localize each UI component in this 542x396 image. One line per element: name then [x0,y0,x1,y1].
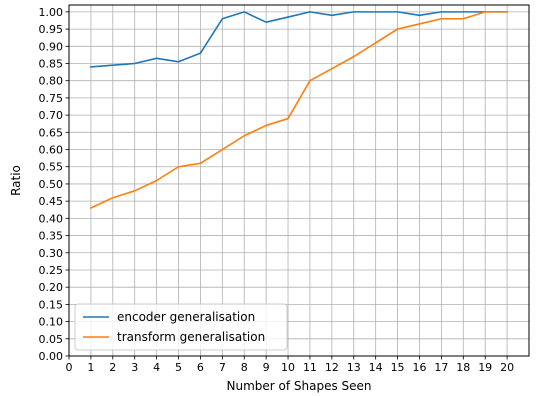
y-tick-label: 0.85 [39,58,64,71]
y-tick-label: 0.65 [39,126,64,139]
x-tick-label: 14 [369,361,383,374]
series-line-0 [90,11,508,68]
x-tick-label: 5 [175,361,182,374]
x-tick-label: 18 [456,361,470,374]
y-tick-label: 0.70 [39,109,64,122]
series-lines [89,11,508,210]
x-tick-label: 19 [478,361,492,374]
x-tick-label: 7 [219,361,226,374]
x-tick-label: 11 [303,361,317,374]
y-tick-label: 0.45 [39,195,64,208]
y-tick-label: 0.75 [39,92,64,105]
x-tick-label: 2 [109,361,116,374]
y-tick-label: 0.25 [39,264,64,277]
y-tick-label: 0.20 [39,281,64,294]
axis-ticks: 0 1 2 3 4 5 6 7 8 9 10 11 12 13 14 15 16 17 18 19 200.000.05… [39,6,515,374]
y-tick-label: 0.00 [39,350,64,363]
x-tick-label: 8 [241,361,248,374]
y-tick-label: 0.05 [39,333,64,346]
grid-lines [68,5,529,357]
x-tick-label: 16 [412,361,426,374]
y-tick-label: 0.30 [39,247,64,260]
y-tick-label: 0.10 [39,316,64,329]
legend-label-encoder: encoder generalisation [117,310,255,324]
x-tick-label: 12 [325,361,339,374]
x-tick-label: 6 [197,361,204,374]
y-tick-label: 0.95 [39,23,64,36]
x-tick-label: 17 [434,361,448,374]
legend-label-transform: transform generalisation [117,330,265,344]
y-tick-label: 0.80 [39,75,64,88]
x-tick-label: 9 [263,361,270,374]
x-tick-label: 4 [153,361,160,374]
y-tick-label: 0.35 [39,230,64,243]
x-tick-label: 20 [500,361,514,374]
y-tick-label: 0.15 [39,298,64,311]
legend: encoder generalisation transform general… [74,303,288,351]
x-tick-label: 1 [87,361,94,374]
y-tick-label: 0.90 [39,40,64,53]
plot-frame [68,4,530,357]
x-tick-label: 10 [281,361,295,374]
x-tick-label: 0 [66,361,73,374]
y-tick-label: 0.50 [39,178,64,191]
y-axis-title: Ratio [9,165,23,196]
x-tick-label: 3 [131,361,138,374]
x-axis-title: Number of Shapes Seen [226,379,371,393]
y-tick-label: 0.40 [39,212,64,225]
series-line-1 [89,11,508,210]
y-tick-label: 0.60 [39,144,64,157]
x-tick-label: 15 [391,361,405,374]
y-tick-label: 0.55 [39,161,64,174]
y-tick-label: 1.00 [39,6,64,19]
x-tick-label: 13 [347,361,361,374]
legend-box [74,303,288,351]
